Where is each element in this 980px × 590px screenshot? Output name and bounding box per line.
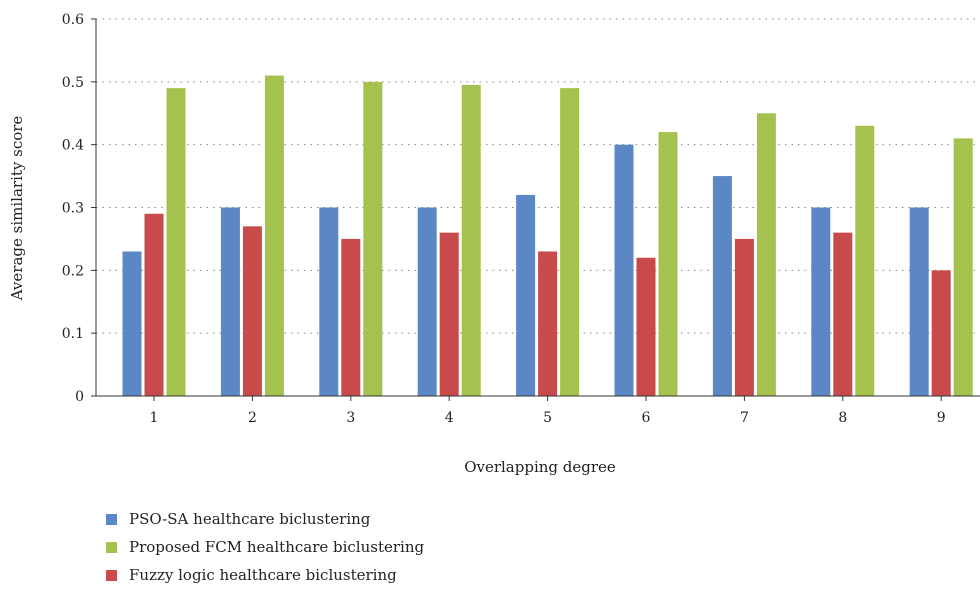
y-tick-label: 0.5 — [62, 75, 84, 91]
bar-proposed-fcm-3 — [363, 81, 383, 396]
bar-pso-sa-2 — [220, 207, 240, 396]
legend-item: PSO-SA healthcare biclustering — [106, 505, 424, 533]
bar-fuzzy-logic-2 — [242, 226, 262, 396]
bar-proposed-fcm-7 — [756, 113, 776, 396]
y-tick-label: 0.4 — [62, 138, 84, 154]
legend-swatch — [106, 513, 117, 525]
x-tick-label: 2 — [248, 410, 257, 426]
y-tick-label: 0.6 — [62, 12, 84, 28]
bar-proposed-fcm-2 — [264, 75, 284, 397]
grid-lines — [96, 18, 980, 334]
tick-labels: 0 0.1 0.2 0.3 0.4 0.5 0.6 1 2 3 4 5 6 7 8 9 — [62, 12, 946, 426]
bar-pso-sa-7 — [712, 176, 732, 396]
bar-fuzzy-logic-8 — [833, 232, 853, 396]
x-axis-title: Overlapping degree — [464, 458, 616, 476]
bar-proposed-fcm-9 — [953, 138, 973, 396]
legend-label: Fuzzy logic healthcare biclustering — [129, 566, 397, 584]
x-tick-label: 4 — [445, 410, 454, 426]
y-tick-label: 0.2 — [62, 263, 84, 279]
x-tick-label: 8 — [838, 410, 847, 426]
x-tick-label: 7 — [740, 410, 749, 426]
legend-label: Proposed FCM healthcare biclustering — [129, 538, 425, 556]
bar-proposed-fcm-1 — [166, 88, 186, 396]
legend-swatch — [106, 569, 117, 581]
bars — [122, 75, 973, 397]
bar-pso-sa-8 — [811, 207, 831, 396]
x-tick-label: 5 — [543, 410, 552, 426]
legend: PSO-SA healthcare biclustering Proposed F… — [106, 505, 424, 589]
y-axis-title: Average similarity score — [8, 116, 26, 302]
bar-proposed-fcm-8 — [855, 125, 875, 397]
y-tick-label: 0 — [75, 389, 84, 405]
bar-proposed-fcm-6 — [658, 132, 678, 396]
y-tick-label: 0.3 — [62, 201, 84, 217]
bar-pso-sa-1 — [122, 251, 142, 396]
bar-pso-sa-3 — [319, 207, 339, 396]
legend-item: Proposed FCM healthcare biclustering — [106, 533, 424, 561]
legend-item: Fuzzy logic healthcare biclustering — [106, 561, 424, 589]
bar-pso-sa-6 — [614, 144, 634, 396]
legend-swatch — [106, 541, 117, 553]
x-tick-label: 6 — [642, 410, 651, 426]
chart-area: 0 0.1 0.2 0.3 0.4 0.5 0.6 1 2 3 4 5 6 7 8 9 Overlapping… — [8, 12, 980, 476]
legend-label: PSO-SA healthcare biclustering — [129, 510, 371, 528]
bar-proposed-fcm-5 — [560, 88, 580, 396]
bar-fuzzy-logic-6 — [636, 257, 656, 396]
bar-fuzzy-logic-3 — [341, 238, 361, 396]
bar-pso-sa-9 — [909, 207, 929, 396]
bar-fuzzy-logic-5 — [538, 251, 558, 396]
bar-fuzzy-logic-7 — [734, 238, 754, 396]
y-tick-label: 0.1 — [62, 326, 84, 342]
x-tick-label: 1 — [150, 410, 159, 426]
x-tick-label: 3 — [346, 410, 355, 426]
bar-proposed-fcm-4 — [461, 84, 481, 396]
bar-fuzzy-logic-1 — [144, 213, 164, 396]
x-tick-label: 9 — [937, 410, 946, 426]
bar-pso-sa-4 — [417, 207, 437, 396]
axes — [91, 18, 980, 401]
bar-fuzzy-logic-9 — [931, 270, 951, 396]
bar-pso-sa-5 — [516, 194, 536, 396]
bar-fuzzy-logic-4 — [439, 232, 459, 396]
